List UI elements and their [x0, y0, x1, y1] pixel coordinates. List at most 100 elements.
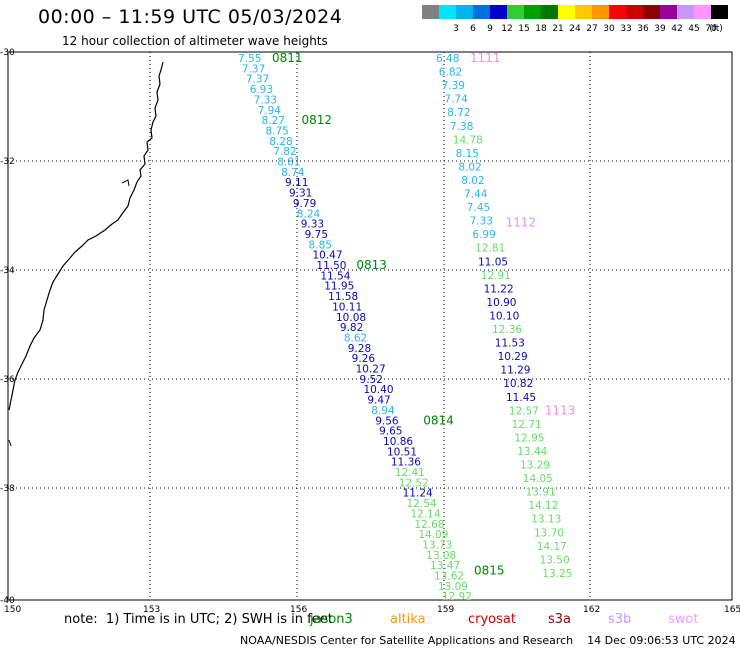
wave-height-reading: 8.85 — [309, 239, 332, 251]
wave-height-reading: 9.56 — [375, 415, 399, 427]
wave-height-reading: 9.11 — [285, 177, 308, 189]
wave-height-reading: 13.91 — [526, 487, 556, 499]
wave-height-reading: 7.44 — [464, 189, 488, 201]
wave-height-reading: 14.12 — [528, 500, 558, 512]
wave-height-reading: 12.36 — [492, 324, 522, 336]
colorbar-tick-label: 18 — [535, 24, 547, 34]
wave-height-reading: 6.93 — [250, 84, 273, 96]
wave-height-reading: 10.08 — [336, 312, 366, 324]
wave-height-reading: 7.37 — [242, 63, 265, 75]
wave-height-reading: 12.71 — [512, 419, 542, 431]
colorbar-tick-label: 45 — [688, 24, 699, 34]
satellite-legend-item: jason3 — [310, 612, 353, 627]
colorbar-tick-label: 3 — [453, 24, 459, 34]
wave-height-reading: 13.44 — [517, 446, 547, 458]
map-gridlines — [8, 52, 732, 600]
wave-height-reading: 11.22 — [484, 283, 514, 295]
wave-height-colorbar: 3 6 9 12 15 18 21 24 27 30 33 36 39 42 45 70(ft) — [422, 5, 728, 34]
wave-height-reading: 10.10 — [489, 310, 519, 322]
wave-height-reading: 13.25 — [542, 568, 572, 580]
pass-time-label: 0815 — [474, 564, 505, 578]
wave-height-reading: 10.86 — [383, 436, 413, 448]
wave-height-reading: 9.79 — [293, 198, 316, 210]
wave-height-reading: 10.51 — [387, 446, 417, 458]
wave-height-reading: 10.40 — [363, 384, 393, 396]
credits: NOAA/NESDIS Center for Satellite Applica… — [240, 634, 736, 647]
colorbar-tick-label: 24 — [569, 24, 581, 34]
bay-detail — [121, 179, 130, 187]
colorbar-swatch — [507, 5, 524, 19]
colorbar-swatch — [626, 5, 643, 19]
colorbar-tick-label: 15 — [518, 24, 529, 34]
wave-height-reading: 12.52 — [399, 477, 429, 489]
pass-time-label: 1113 — [545, 403, 576, 417]
wave-height-reading: 11.95 — [324, 281, 354, 293]
colorbar-tick-label: 33 — [620, 24, 631, 34]
wave-height-reading: 7.82 — [273, 146, 296, 158]
wave-height-reading: 12.41 — [395, 467, 425, 479]
wave-height-reading: 10.47 — [312, 250, 342, 262]
wave-height-reading: 10.27 — [356, 364, 386, 376]
colorbar-swatch — [558, 5, 575, 19]
track-layer: 7.557.377.376.937.337.948.278.758.287.82… — [238, 51, 575, 603]
satellite-legend-item: swot — [668, 612, 699, 627]
wave-height-reading: 7.94 — [258, 105, 282, 117]
page-subtitle: 12 hour collection of altimeter wave hei… — [62, 34, 328, 48]
colorbar-swatch — [524, 5, 541, 19]
wave-height-reading: 9.33 — [301, 219, 324, 231]
colorbar-tick-label: 70 — [705, 24, 717, 34]
wave-height-reading: 11.45 — [506, 392, 536, 404]
pass-time-label: 0813 — [356, 258, 387, 272]
map-tick-labels: 150 153 156 159 162 165 -30 -32 -34 -36 -38 -40 — [0, 48, 740, 612]
latitude-tick-label: -38 — [0, 484, 15, 494]
wave-height-reading: 7.74 — [444, 94, 468, 106]
colorbar-swatch — [541, 5, 558, 19]
colorbar-unit: (ft) — [709, 24, 723, 34]
wave-height-reading: 7.39 — [442, 80, 465, 92]
longitude-tick-label: 159 — [437, 605, 454, 612]
wave-height-map: 150 153 156 159 162 165 -30 -32 -34 -36 -38 -40 7.5… — [0, 48, 740, 612]
wave-height-reading: 11.29 — [500, 365, 530, 377]
wave-height-reading: 13.09 — [438, 581, 468, 593]
wave-height-reading: 9.65 — [379, 426, 402, 438]
wave-height-reading: 12.91 — [481, 270, 511, 282]
wave-height-reading: 8.24 — [297, 208, 321, 220]
satellite-legend-item: s3a — [548, 612, 572, 627]
wave-height-reading: 7.33 — [470, 216, 493, 228]
wave-height-reading: 8.62 — [344, 332, 367, 344]
longitude-tick-label: 150 — [4, 605, 21, 612]
longitude-tick-label: 153 — [143, 605, 160, 612]
wave-height-reading: 8.75 — [265, 125, 288, 137]
wave-height-reading: 12.57 — [509, 405, 539, 417]
colorbar-swatch — [609, 5, 626, 19]
colorbar-swatch — [439, 5, 456, 19]
wave-height-reading: 7.37 — [246, 74, 269, 86]
wave-height-reading: 9.31 — [289, 188, 312, 200]
wave-height-reading: 10.90 — [486, 297, 516, 309]
wave-height-reading: 7.45 — [467, 202, 490, 214]
wave-height-reading: 11.58 — [328, 291, 358, 303]
wave-height-reading: 8.02 — [458, 161, 481, 173]
footnote: note: 1) Time is in UTC; 2) SWH is in fe… — [64, 612, 333, 627]
wave-height-reading: 11.36 — [391, 457, 421, 469]
wave-height-reading: 12.95 — [514, 432, 544, 444]
wave-height-reading: 10.82 — [503, 378, 533, 390]
latitude-tick-label: -36 — [0, 375, 15, 385]
wave-height-reading: 9.52 — [360, 374, 383, 386]
wave-height-reading: 6.48 — [436, 53, 459, 65]
colorbar-swatch — [694, 5, 711, 19]
wave-height-reading: 9.47 — [367, 395, 390, 407]
colorbar-tick-label: 39 — [654, 24, 666, 34]
wave-height-reading: 7.38 — [450, 121, 473, 133]
wave-height-reading: 13.47 — [430, 560, 460, 572]
wave-height-reading: 14.17 — [537, 541, 567, 553]
colorbar-tick-label: 42 — [671, 24, 682, 34]
colorbar-swatch — [660, 5, 677, 19]
colorbar-tick-label: 6 — [470, 24, 476, 34]
longitude-tick-label: 165 — [724, 605, 740, 612]
wave-height-reading: 8.72 — [447, 107, 470, 119]
colorbar-swatch — [456, 5, 473, 19]
wave-height-reading: 13.50 — [540, 554, 570, 566]
wave-height-reading: 9.26 — [352, 353, 376, 365]
colorbar-tick-label: 9 — [487, 24, 493, 34]
